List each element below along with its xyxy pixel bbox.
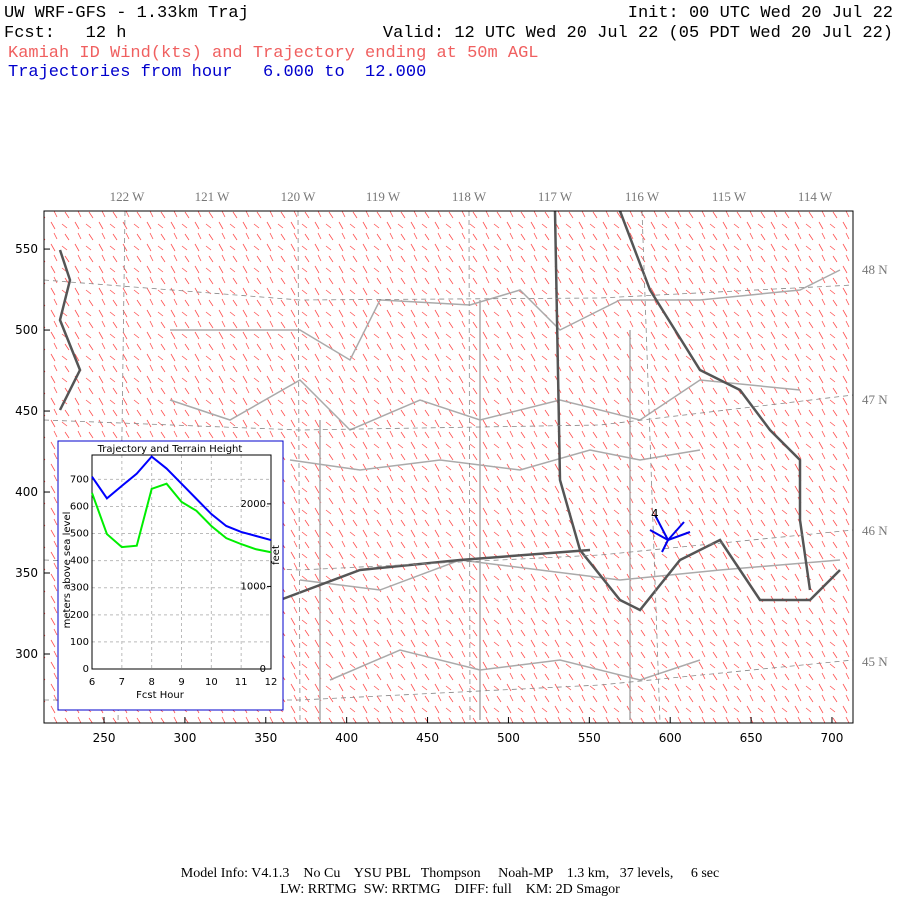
- lon-label: 114 W: [798, 189, 833, 204]
- x-tick-label: 500: [497, 731, 520, 745]
- x-tick-label: 650: [740, 731, 763, 745]
- hours: Trajectories from hour 6.000 to 12.000: [8, 63, 426, 82]
- x-tick-label: 350: [254, 731, 277, 745]
- x-axis-label: Fcst Hour: [136, 690, 185, 701]
- lon-label: 121 W: [195, 189, 231, 204]
- trajectory-label: 4: [651, 507, 659, 521]
- x-tick-label: 8: [148, 677, 154, 688]
- y-tick-label: 200: [70, 610, 89, 621]
- inset: [57, 440, 284, 711]
- x-tick-label: 12: [265, 677, 278, 688]
- y-tick-label: 100: [70, 637, 89, 648]
- map-frame: [43, 210, 854, 724]
- lat-label: 47 N: [862, 392, 888, 407]
- y-tick-label: 600: [70, 501, 89, 512]
- lat-label: 48 N: [862, 262, 888, 277]
- trajectory: [649, 514, 691, 553]
- lon-label: 116 W: [625, 189, 660, 204]
- y-tick-label: 700: [70, 474, 89, 485]
- lat-label: 46 N: [862, 523, 888, 538]
- inset-title: Trajectory and Terrain Height: [97, 444, 243, 455]
- y-tick-label: 500: [70, 529, 89, 540]
- x-tick-label: 550: [578, 731, 601, 745]
- y2-tick-label: 1000: [241, 581, 266, 592]
- x-tick-label: 400: [335, 731, 358, 745]
- x-tick-label: 9: [178, 677, 184, 688]
- x-tick-label: 250: [93, 731, 116, 745]
- y-tick-label: 300: [15, 647, 38, 661]
- lon-label: 115 W: [712, 189, 747, 204]
- y2-axis-label: feet: [271, 545, 282, 565]
- fcst: Fcst: 12 h: [4, 24, 126, 43]
- y-tick-label: 550: [15, 242, 38, 256]
- init: Init: 00 UTC Wed 20 Jul 22: [628, 4, 893, 23]
- y-tick-label: 0: [83, 664, 89, 675]
- y-tick-label: 400: [70, 556, 89, 567]
- y-tick-label: 300: [70, 583, 89, 594]
- series-line: [91, 482, 272, 554]
- x-tick-label: 450: [416, 731, 439, 745]
- plot-frame: [91, 454, 272, 670]
- lon-label: 118 W: [452, 189, 487, 204]
- y-tick-label: 350: [15, 566, 38, 580]
- y-axis-label: meters above sea level: [62, 512, 73, 629]
- valid: Valid: 12 UTC Wed 20 Jul 22 (05 PDT Wed …: [383, 24, 893, 43]
- footer-line1: Model Info: V4.1.3 No Cu YSU PBL Thompso…: [181, 866, 719, 881]
- subtitle: Kamiah ID Wind(kts) and Trajectory endin…: [8, 44, 539, 63]
- lon-label: 120 W: [281, 189, 317, 204]
- lat-label: 45 N: [862, 654, 888, 669]
- y-tick-label: 450: [15, 404, 38, 418]
- footer-line2: LW: RRTMG SW: RRTMG DIFF: full KM: 2D Sm…: [280, 882, 620, 897]
- y-tick-label: 500: [15, 323, 38, 337]
- y-tick-label: 400: [15, 485, 38, 499]
- y2-tick-label: 2000: [241, 499, 266, 510]
- x-tick-label: 600: [659, 731, 682, 745]
- x-tick-label: 700: [821, 731, 844, 745]
- x-tick-label: 6: [89, 677, 95, 688]
- x-tick-label: 10: [205, 677, 218, 688]
- series-line: [91, 455, 272, 542]
- lon-label: 117 W: [538, 189, 573, 204]
- lon-label: 119 W: [366, 189, 401, 204]
- lon-label: 122 W: [110, 189, 146, 204]
- x-tick-label: 11: [235, 677, 248, 688]
- x-tick-label: 300: [173, 731, 196, 745]
- title: UW WRF-GFS - 1.33km Traj: [4, 4, 249, 23]
- x-tick-label: 7: [119, 677, 125, 688]
